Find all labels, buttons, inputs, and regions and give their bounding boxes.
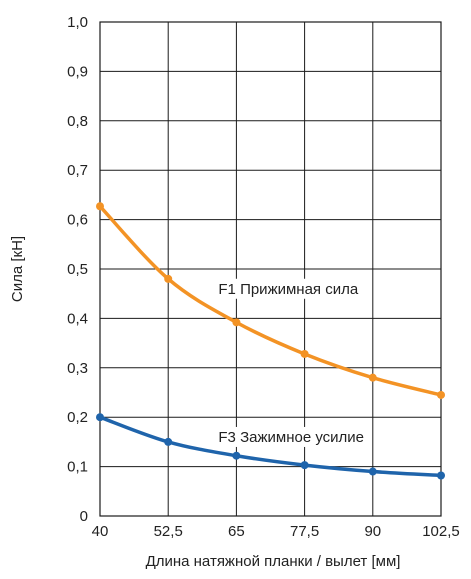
y-tick-label: 0,2	[67, 409, 88, 426]
series-label-bg	[215, 426, 371, 447]
data-point	[232, 451, 241, 460]
data-point	[164, 274, 173, 283]
x-axis-label: Длина натяжной планки / вылет [мм]	[146, 553, 401, 570]
data-point	[164, 437, 173, 446]
data-point	[300, 461, 309, 470]
series-layer	[96, 202, 445, 480]
data-point	[96, 413, 104, 422]
data-point	[232, 318, 241, 327]
y-tick-label: 0,7	[67, 162, 88, 179]
x-tick-label: 52,5	[154, 523, 183, 540]
series-label: F3 Зажимное усилие	[218, 429, 364, 446]
x-tick-label: 90	[364, 523, 381, 540]
y-tick-label: 0,9	[67, 63, 88, 80]
x-tick-label: 77,5	[290, 523, 319, 540]
plot-frame	[99, 21, 442, 517]
data-point	[437, 471, 445, 480]
series-line	[98, 204, 443, 397]
annotations: F1 Прижимная сила F3 Зажимное усилие	[215, 278, 371, 447]
x-tick-label: 102,5	[422, 523, 460, 540]
y-tick-label: 0,3	[67, 360, 88, 377]
series-label-bg	[215, 278, 362, 299]
series-1	[96, 202, 445, 399]
data-point	[368, 467, 377, 476]
series-line	[98, 415, 443, 478]
y-tick-label: 0,5	[67, 261, 88, 278]
series-label: F1 Прижимная сила	[218, 281, 358, 298]
y-tick-label: 0,4	[67, 310, 88, 327]
data-point	[300, 349, 309, 358]
y-axis-label: Сила [кН]	[9, 236, 26, 302]
x-tick-label: 65	[228, 523, 245, 540]
tick-labels: 40 52,5 65 77,5 90 102,5 0 0,1 0,2 0,3 0,4 0,5 0,6 0,…	[67, 14, 460, 540]
y-tick-label: 0,1	[67, 459, 88, 476]
y-tick-label: 1,0	[67, 14, 88, 31]
y-tick-label: 0,6	[67, 212, 88, 229]
data-point	[437, 390, 445, 399]
series-2	[96, 413, 445, 480]
data-point	[96, 202, 104, 211]
y-tick-label: 0,8	[67, 113, 88, 130]
y-tick-label: 0	[80, 508, 88, 525]
x-tick-label: 40	[92, 523, 109, 540]
data-point	[368, 373, 377, 382]
